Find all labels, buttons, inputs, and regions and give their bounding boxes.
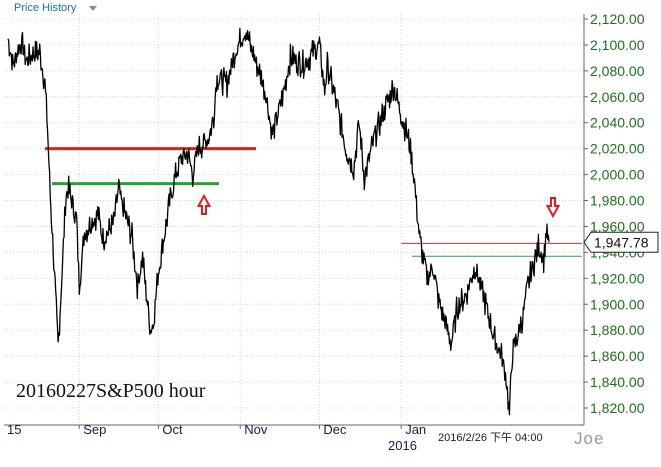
y-tick-label: 2,000.00 [590, 167, 645, 183]
y-tick-label: 1,860.00 [590, 348, 645, 364]
x-tick-label: Nov [244, 422, 268, 437]
last-price-tag [583, 231, 659, 253]
chart-header[interactable]: Price History [0, 0, 661, 18]
x-tick-label: Dec [323, 422, 347, 437]
timestamp-label: 2016/2/26 下午 04:00 [438, 432, 543, 444]
y-tick-label: 2,020.00 [590, 141, 645, 157]
last-price-label: 1,947.78 [594, 234, 649, 250]
y-tick-label: 2,100.00 [590, 37, 645, 53]
chart-watermark: 20160227S&P500 hour [16, 380, 206, 402]
price-history-label[interactable]: Price History [14, 2, 77, 14]
y-tick-label: 1,920.00 [590, 270, 645, 286]
price-series-line [7, 27, 550, 416]
y-tick-label: 1,980.00 [590, 193, 645, 209]
y-tick-label: 1,900.00 [590, 296, 645, 312]
y-tick-label: 1,840.00 [590, 374, 645, 390]
chevron-down-icon[interactable] [89, 6, 97, 11]
y-tick-label: 2,080.00 [590, 63, 645, 79]
y-tick-label: 2,120.00 [590, 11, 645, 27]
y-tick-label: 1,880.00 [590, 322, 645, 338]
grid [4, 14, 584, 425]
y-tick-label: 2,040.00 [590, 115, 645, 131]
x-tick-label: Sep [83, 422, 106, 437]
buy-arrow-up-icon [196, 193, 212, 215]
sell-arrow-down-icon [545, 197, 561, 219]
author-signature: Joe [574, 429, 605, 448]
x-tick-label: Jan [405, 422, 426, 437]
x-tick-label: Oct [162, 422, 183, 437]
x-tick-label: 15 [7, 422, 21, 437]
x-tick-label: 2016 [388, 438, 417, 453]
y-tick-label: 1,820.00 [590, 400, 645, 416]
y-tick-label: 2,060.00 [590, 89, 645, 105]
y-tick-label: 1,960.00 [590, 218, 645, 234]
